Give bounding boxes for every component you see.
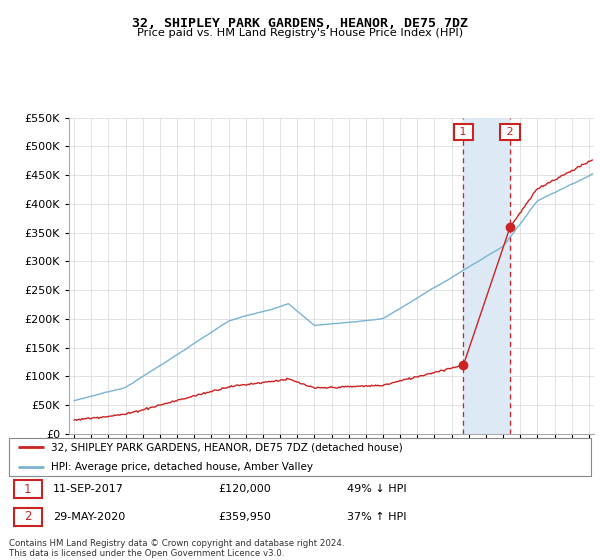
Text: 1: 1 [24, 483, 31, 496]
Text: £359,950: £359,950 [218, 512, 271, 522]
Text: 1: 1 [457, 127, 470, 137]
Text: 11-SEP-2017: 11-SEP-2017 [53, 484, 124, 494]
Text: 37% ↑ HPI: 37% ↑ HPI [347, 512, 406, 522]
FancyBboxPatch shape [9, 438, 591, 476]
FancyBboxPatch shape [14, 508, 41, 525]
Text: Contains HM Land Registry data © Crown copyright and database right 2024.: Contains HM Land Registry data © Crown c… [9, 539, 344, 548]
Text: 2: 2 [24, 510, 31, 523]
Text: 32, SHIPLEY PARK GARDENS, HEANOR, DE75 7DZ: 32, SHIPLEY PARK GARDENS, HEANOR, DE75 7… [132, 17, 468, 30]
Text: 32, SHIPLEY PARK GARDENS, HEANOR, DE75 7DZ (detached house): 32, SHIPLEY PARK GARDENS, HEANOR, DE75 7… [51, 442, 403, 452]
Text: HPI: Average price, detached house, Amber Valley: HPI: Average price, detached house, Ambe… [51, 462, 313, 472]
Text: £120,000: £120,000 [218, 484, 271, 494]
FancyBboxPatch shape [14, 480, 41, 498]
Text: This data is licensed under the Open Government Licence v3.0.: This data is licensed under the Open Gov… [9, 549, 284, 558]
Text: 2: 2 [503, 127, 517, 137]
Text: Price paid vs. HM Land Registry's House Price Index (HPI): Price paid vs. HM Land Registry's House … [137, 28, 463, 38]
Bar [463, 118, 510, 434]
Text: 49% ↓ HPI: 49% ↓ HPI [347, 484, 406, 494]
Text: 29-MAY-2020: 29-MAY-2020 [53, 512, 125, 522]
